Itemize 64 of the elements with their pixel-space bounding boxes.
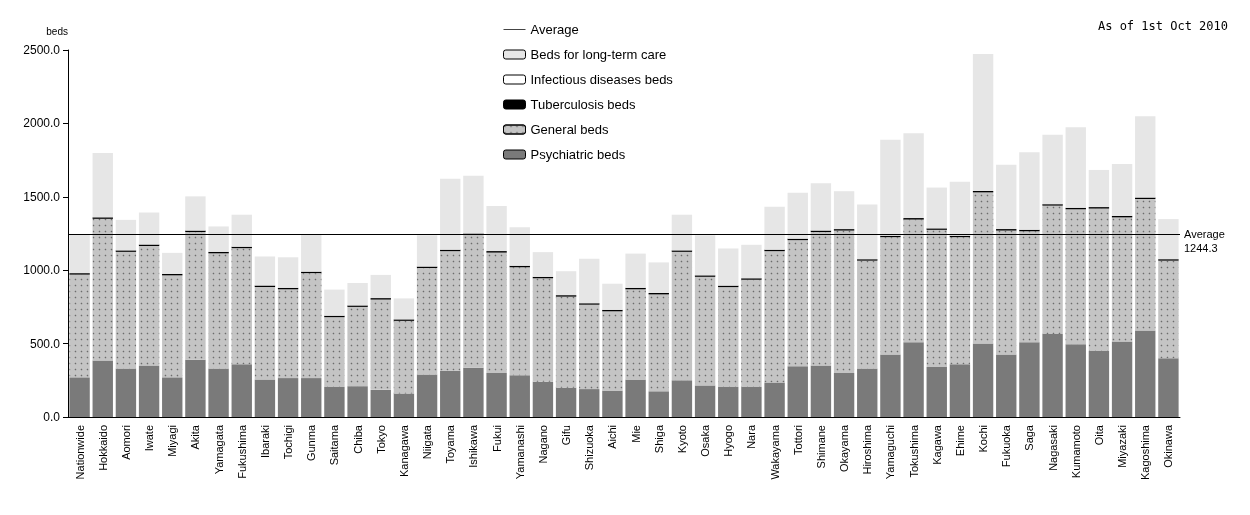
x-tick-label: Kagawa bbox=[930, 424, 943, 465]
x-tick-label: Miyagi bbox=[166, 425, 179, 457]
x-tick-label: Kochi bbox=[977, 425, 990, 453]
x-tick-label: Kyoto bbox=[675, 425, 688, 454]
legend-label: Tuberculosis beds bbox=[530, 97, 637, 112]
x-tick-label: Okayama bbox=[838, 424, 851, 473]
text: Average bbox=[530, 22, 579, 37]
x-tick-label: Tottori bbox=[791, 425, 804, 455]
x-tick-label: Yamagata bbox=[212, 424, 225, 475]
legend-label: General beds bbox=[530, 122, 610, 137]
x-tick-label: Wakayama bbox=[768, 424, 781, 480]
x-tick-label: Ehime bbox=[953, 425, 966, 457]
x-tick-label: Nara bbox=[745, 424, 758, 449]
x-tick-label: Shiga bbox=[652, 424, 665, 454]
x-tick-label: Akita bbox=[189, 424, 202, 450]
x-tick-label: Miyazaki bbox=[1116, 425, 1129, 468]
y-tick-label: 0.0 bbox=[43, 410, 61, 424]
y-tick-label: 500.0 bbox=[29, 336, 61, 351]
x-tick-label: Aomori bbox=[119, 425, 132, 460]
x-tick-label: Nagano bbox=[536, 425, 549, 464]
x-tick-label: Tochigi bbox=[282, 425, 295, 460]
legend-label: Psychiatric beds bbox=[530, 147, 626, 162]
y-tick-label: 2500.0 bbox=[23, 43, 61, 57]
x-tick-label: Kanagawa bbox=[397, 424, 410, 477]
x-tick-label: Yamaguchi bbox=[884, 425, 897, 480]
x-tick-label: Gunma bbox=[305, 424, 318, 462]
x-tick-label: Ishikawa bbox=[467, 424, 480, 468]
x-tick-label: Hyogo bbox=[722, 425, 735, 457]
x-tick-label: Fukuoka bbox=[1000, 424, 1013, 468]
x-tick-label: Chiba bbox=[351, 424, 364, 454]
x-tick-label: Aichi bbox=[606, 425, 619, 449]
x-tick-label: Fukushima bbox=[235, 424, 248, 479]
x-tick-label: Iwate bbox=[143, 425, 156, 452]
x-tick-label: Osaka bbox=[699, 424, 712, 457]
x-tick-label: Saga bbox=[1023, 424, 1036, 451]
legend-label: Beds for long-term care bbox=[530, 47, 667, 62]
x-tick-label: Okinawa bbox=[1162, 424, 1175, 468]
x-tick-label: Ibaraki bbox=[258, 425, 271, 459]
text: 1244.3 bbox=[1184, 241, 1218, 254]
x-tick-label: Shizuoka bbox=[583, 424, 596, 471]
y-tick-label: 1500.0 bbox=[23, 189, 61, 204]
x-tick-label: Tokushima bbox=[907, 424, 920, 478]
x-tick-label: Fukui bbox=[490, 425, 503, 452]
y-tick-label: 1000.0 bbox=[23, 263, 61, 278]
y-tick-label: 2000.0 bbox=[23, 116, 61, 131]
x-tick-label: Yamanashi bbox=[513, 425, 526, 480]
text: As of 1st Oct 2010 bbox=[1097, 19, 1228, 33]
x-tick-label: Tokyo bbox=[374, 425, 387, 454]
x-tick-label: Mie bbox=[629, 425, 642, 443]
x-tick-label: Kumamoto bbox=[1069, 425, 1082, 479]
x-tick-label: Niigata bbox=[421, 424, 434, 460]
x-tick-label: Kagoshima bbox=[1139, 424, 1152, 481]
x-tick-label: Shimane bbox=[814, 425, 827, 469]
x-tick-label: Oita bbox=[1092, 424, 1105, 446]
x-tick-label: Gifu bbox=[560, 425, 573, 446]
x-tick-label: Saitama bbox=[328, 424, 341, 466]
y-axis-title: beds bbox=[46, 25, 68, 37]
x-tick-label: Toyama bbox=[444, 424, 457, 464]
x-tick-label: Nagasaki bbox=[1046, 425, 1059, 471]
legend-label: Infectious diseases beds bbox=[530, 72, 674, 87]
x-tick-label: Hiroshima bbox=[861, 424, 874, 475]
x-tick-label: Nationwide bbox=[73, 425, 86, 480]
x-tick-label: Hokkaido bbox=[96, 425, 109, 471]
ref-line-label: Average bbox=[1184, 228, 1225, 241]
